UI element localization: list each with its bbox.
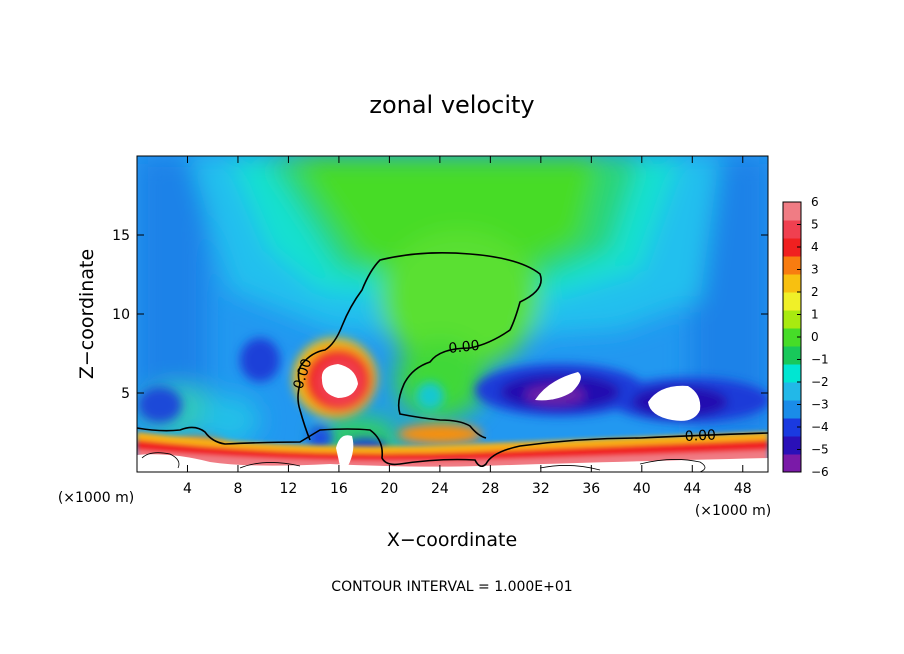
x-tick-label: 48 xyxy=(734,481,752,497)
colorbar-swatch xyxy=(783,382,801,401)
colorbar-tick-label: −2 xyxy=(811,375,829,389)
colorbar-tick-label: 1 xyxy=(811,308,819,322)
heatmap-field xyxy=(137,156,768,472)
colorbar-swatch xyxy=(783,220,801,239)
colorbar-swatch xyxy=(783,238,801,257)
colorbar-tick-label: 5 xyxy=(811,218,819,232)
colorbar-tick-label: −6 xyxy=(811,465,829,479)
colorbar-tick-label: 3 xyxy=(811,263,819,277)
x-tick-label: 44 xyxy=(683,481,701,497)
x-axis-unit: (×1000 m) xyxy=(695,503,771,519)
colorbar-swatch xyxy=(783,418,801,437)
colorbar-swatch xyxy=(783,328,801,347)
x-tick-label: 28 xyxy=(481,481,499,497)
colorbar-tick-label: 0 xyxy=(811,330,819,344)
colorbar-swatch xyxy=(783,256,801,275)
x-axis-title: X−coordinate xyxy=(387,529,517,551)
y-tick-label: 5 xyxy=(121,386,130,402)
x-tick-label: 8 xyxy=(233,481,242,497)
x-tick-label: 40 xyxy=(633,481,651,497)
x-tick-label: 20 xyxy=(380,481,398,497)
chart-title: zonal velocity xyxy=(369,91,534,119)
y-axis: 5 10 15 xyxy=(112,228,768,402)
y-tick-label: 10 xyxy=(112,307,130,323)
contour-lines xyxy=(137,252,768,472)
x-tick-label: 36 xyxy=(582,481,600,497)
x-tick-label: 32 xyxy=(532,481,550,497)
y-axis-unit: (×1000 m) xyxy=(58,490,134,506)
y-tick-label: 15 xyxy=(112,228,130,244)
colorbar-tick-label: −4 xyxy=(811,420,829,434)
colorbar-swatch xyxy=(783,364,801,383)
colorbar-swatch xyxy=(783,454,801,473)
colorbar-swatch xyxy=(783,202,801,221)
colorbar: 6 5 4 3 2 1 0 −1 −2 −3 −4 −5 −6 xyxy=(782,195,829,479)
contour-interval-note: CONTOUR INTERVAL = 1.000E+01 xyxy=(331,579,572,595)
colorbar-swatch xyxy=(783,310,801,329)
contour-label: 0.00 xyxy=(448,338,481,357)
colorbar-swatch xyxy=(783,436,801,455)
x-axis: 4 8 12 16 20 24 28 32 36 40 44 48 xyxy=(183,156,752,497)
colorbar-tick-label: 2 xyxy=(811,285,819,299)
colorbar-swatch xyxy=(783,346,801,365)
y-axis-title: Z−coordinate xyxy=(76,249,98,379)
colorbar-swatch xyxy=(783,274,801,293)
x-tick-label: 12 xyxy=(280,481,298,497)
colorbar-tick-label: −1 xyxy=(811,353,829,367)
contour-labels: 0.000.000.00 xyxy=(291,338,717,445)
colorbar-swatch xyxy=(783,292,801,311)
colorbar-tick-label: −3 xyxy=(811,398,829,412)
colorbar-swatch xyxy=(783,400,801,419)
colorbar-tick-label: −5 xyxy=(811,443,829,457)
colorbar-tick-label: 6 xyxy=(811,195,819,209)
x-tick-label: 24 xyxy=(431,481,449,497)
x-tick-label: 4 xyxy=(183,481,192,497)
x-tick-label: 16 xyxy=(330,481,348,497)
colorbar-tick-label: 4 xyxy=(811,240,819,254)
contour-label: 0.00 xyxy=(684,427,716,445)
